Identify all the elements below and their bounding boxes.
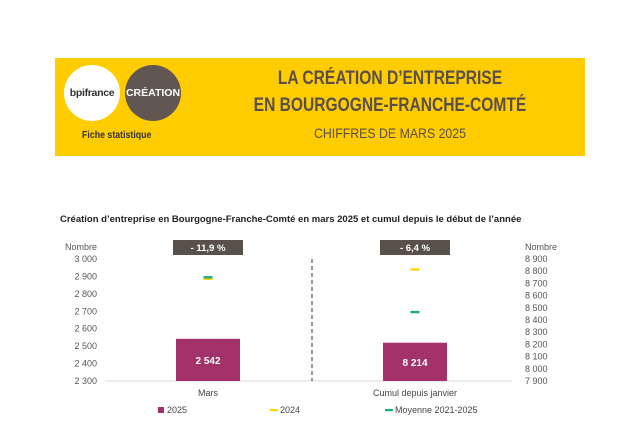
variation-badge-text: - 11,9 %	[191, 243, 226, 254]
right-axis-tick: 8 100	[525, 352, 548, 362]
category-label: Cumul depuis janvier	[373, 388, 457, 398]
bar-data-label: 2 542	[195, 356, 220, 367]
marker-2024	[203, 277, 213, 281]
page-title-line2: EN BOURGOGNE-FRANCHE-COMTÉ	[253, 95, 527, 116]
left-axis-tick: 2 300	[74, 376, 97, 386]
right-axis-tick: 7 900	[525, 376, 548, 386]
bpifrance-logo-text: bpifrance	[69, 87, 115, 99]
right-axis-tick: 8 000	[525, 364, 548, 374]
right-axis-label: Nombre	[525, 242, 557, 252]
left-axis-label: Nombre	[65, 242, 97, 252]
bar-2025	[176, 338, 240, 381]
category-label: Mars	[198, 388, 218, 398]
left-axis-tick: 2 700	[74, 306, 97, 316]
header-banner: bpifrance CRÉATION Fiche statistique LA …	[55, 58, 585, 156]
chart-title: Création d’entreprise en Bourgogne-Franc…	[60, 214, 522, 225]
variation-badge	[380, 240, 450, 255]
legend-label: 2024	[280, 405, 300, 415]
page-subtitle: CHIFFRES DE MARS 2025	[314, 125, 466, 141]
fiche-label: Fiche statistique	[82, 130, 152, 141]
bar-data-label: 8 214	[402, 358, 427, 369]
legend-swatch	[385, 409, 393, 412]
right-axis-tick: 8 700	[525, 278, 548, 288]
left-axis-tick: 3 000	[74, 254, 97, 264]
right-axis-tick: 8 900	[525, 254, 548, 264]
legend-swatch	[158, 407, 164, 413]
legend-swatch	[270, 409, 278, 412]
right-axis-tick: 8 300	[525, 327, 548, 337]
marker-2024	[410, 268, 420, 271]
left-axis-tick: 2 800	[74, 289, 97, 299]
right-axis-tick: 8 400	[525, 315, 548, 325]
left-axis-tick: 2 600	[74, 324, 97, 334]
right-axis-tick: 8 200	[525, 339, 548, 349]
variation-badge	[173, 240, 243, 255]
creation-logo: CRÉATION	[125, 65, 181, 121]
right-axis-tick: 8 500	[525, 303, 548, 313]
marker-moyenne	[410, 310, 420, 314]
right-axis-tick: 8 600	[525, 291, 548, 301]
left-axis-tick: 2 900	[74, 271, 97, 281]
creation-logo-text: CRÉATION	[125, 87, 181, 99]
bar-2025	[383, 342, 447, 381]
legend-label: Moyenne 2021-2025	[395, 405, 478, 415]
left-axis-tick: 2 500	[74, 341, 97, 351]
legend-label: 2025	[167, 405, 187, 415]
right-axis-tick: 8 800	[525, 266, 548, 276]
variation-badge-text: - 6,4 %	[400, 243, 431, 254]
left-axis-tick: 2 400	[74, 359, 97, 369]
bpifrance-logo: bpifrance	[64, 65, 120, 121]
marker-moyenne	[203, 276, 213, 279]
page-title-line1: LA CRÉATION D’ENTREPRISE	[277, 68, 503, 89]
